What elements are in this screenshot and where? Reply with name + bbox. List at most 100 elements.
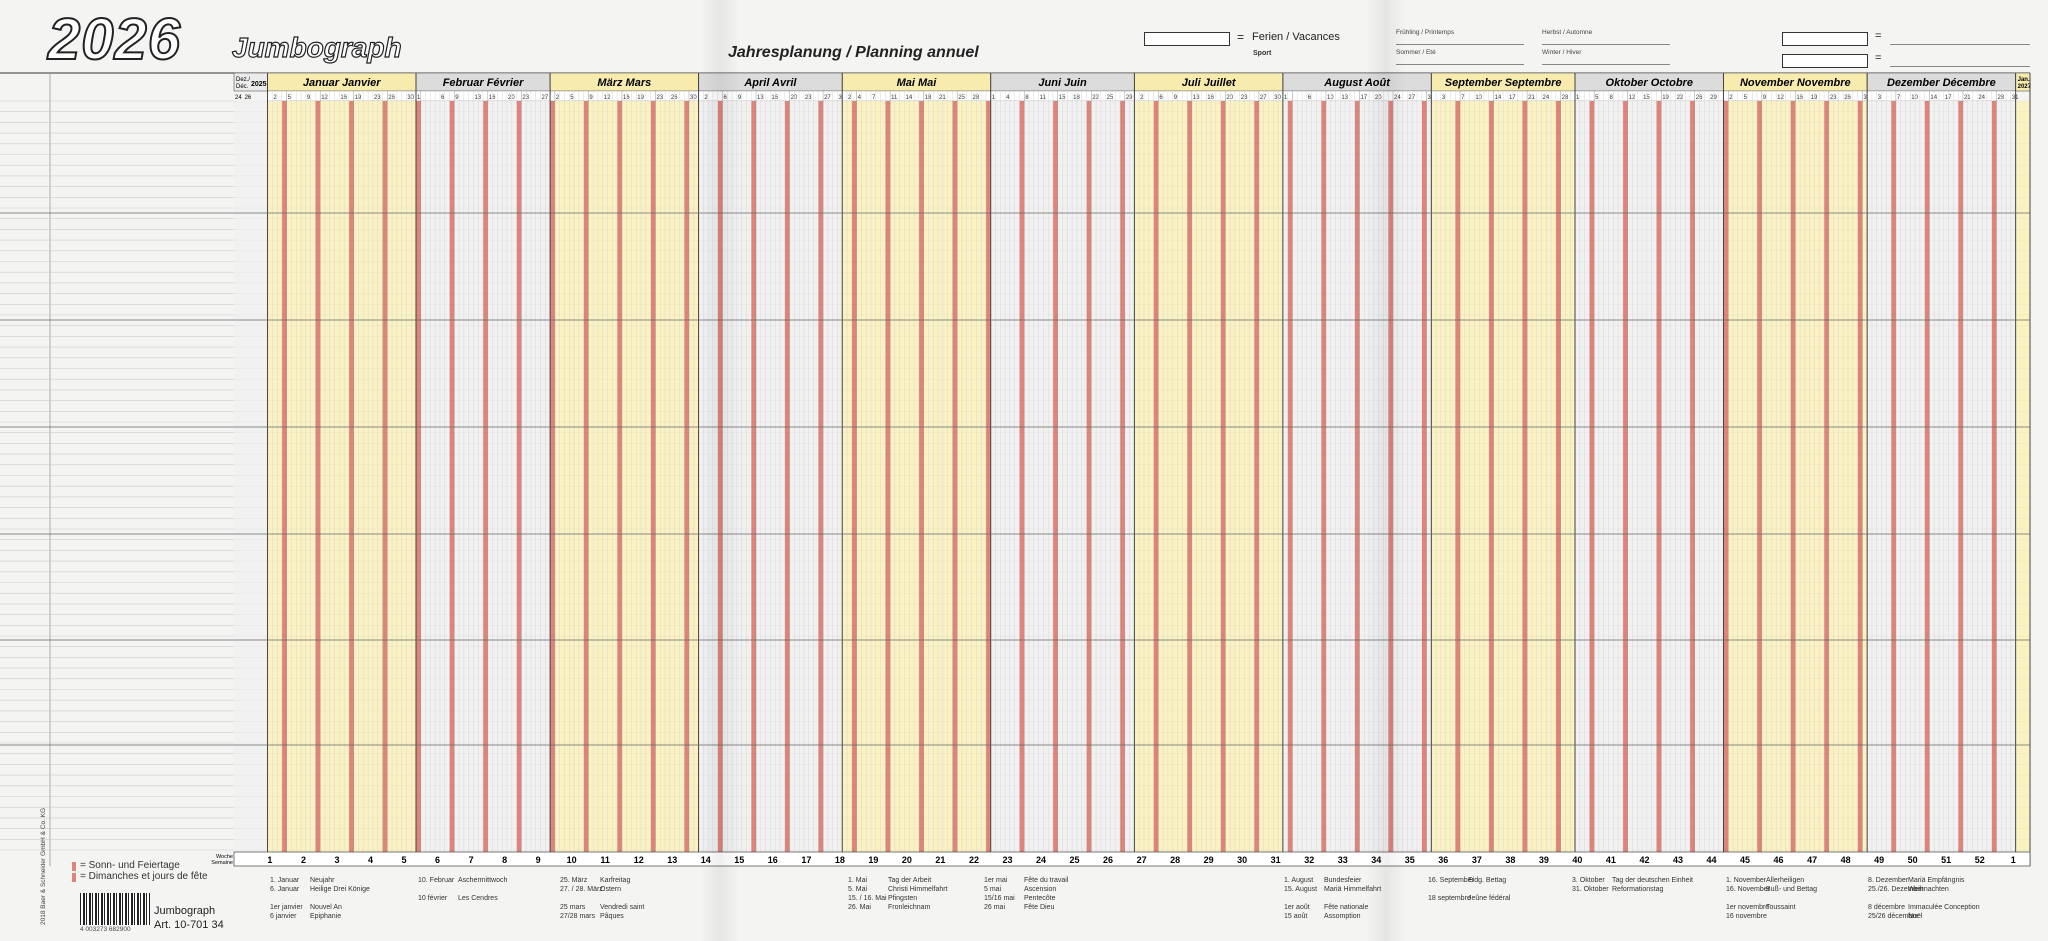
barcode-number: 4 003273 682900 xyxy=(80,926,131,933)
sunday-column xyxy=(1991,101,1997,852)
day-number: 4 xyxy=(1006,95,1010,101)
sunday-column xyxy=(1153,101,1159,852)
sunday-column xyxy=(1857,101,1863,852)
sunday-legend-de: = Sonn- und Feiertage xyxy=(80,860,180,871)
sunday-column xyxy=(382,101,388,852)
sunday-column xyxy=(1891,101,1896,852)
day-number: 1 xyxy=(1284,95,1288,101)
sunday-column xyxy=(1689,101,1695,852)
sunday-column xyxy=(851,101,857,852)
sunday-column xyxy=(617,101,622,852)
custom-legend-equals-2: = xyxy=(1875,52,1882,64)
holiday-dates: 1. August 15. August 1er août 15 août xyxy=(1284,877,1318,920)
holiday-names: Aschermittwoch Les Cendres xyxy=(458,877,508,902)
holiday-dates: 1. November 16. November 1er novembre 16 n… xyxy=(1726,877,1770,920)
custom-legend-box-2[interactable] xyxy=(1782,54,1868,68)
week-number: 38 xyxy=(1505,855,1515,865)
month-label: März Mars xyxy=(597,77,651,89)
month-label: Oktober Octobre xyxy=(1606,77,1693,89)
sunday-column xyxy=(315,101,321,852)
jan-2027-label: Jan. xyxy=(2018,77,2030,83)
holiday-dates: 8. Dezember 25./26. Dezember 8 décembre 25… xyxy=(1868,877,1924,920)
day-number: 1 xyxy=(992,95,996,101)
week-number: 27 xyxy=(1137,855,1147,865)
week-number: 10 xyxy=(567,855,577,865)
sunday-column xyxy=(1757,101,1762,852)
holiday-legend-label: Ferien / Vacances xyxy=(1252,31,1340,43)
month-column xyxy=(842,101,991,852)
day-number: 4 xyxy=(858,95,862,101)
dec-2025-label: Dez./ xyxy=(236,77,250,83)
week-number: 13 xyxy=(667,855,677,865)
barcode xyxy=(80,893,150,925)
sunday-column xyxy=(1958,101,1963,852)
sunday-legend-swatch-1 xyxy=(72,862,76,871)
holiday-names: Mariä Empfängnis Weihnachten Immaculée Co… xyxy=(1908,877,1980,920)
week-number: 44 xyxy=(1707,855,1717,865)
sunday-legend-fr: = Dimanches et jours de fête xyxy=(80,871,208,882)
custom-legend-equals-1: = xyxy=(1875,30,1882,42)
week-number: 36 xyxy=(1438,855,1448,865)
sunday-column xyxy=(952,101,958,852)
day-number: 9 xyxy=(589,95,593,101)
week-number: 42 xyxy=(1639,855,1649,865)
sunday-column xyxy=(684,101,689,852)
day-number-row xyxy=(1866,90,2016,102)
day-number: 7 xyxy=(1897,95,1901,101)
week-number: 9 xyxy=(536,855,541,865)
season-summer-line xyxy=(1396,64,1524,65)
day-number: 9 xyxy=(455,95,459,101)
day-number: 9 xyxy=(738,95,742,101)
legend-equals: = xyxy=(1237,30,1245,44)
season-winter: Winter / Hiver xyxy=(1542,49,1582,56)
holiday-dates: 10. Februar 10 février xyxy=(418,877,455,902)
week-number: 16 xyxy=(768,855,778,865)
custom-legend-box-1[interactable] xyxy=(1782,32,1868,46)
holiday-names: Tag der Arbeit Christi Himmelfahrt Pfingst… xyxy=(888,877,948,911)
week-number: 1 xyxy=(267,855,272,865)
day-number: 2 xyxy=(704,95,708,101)
sunday-column xyxy=(1790,101,1796,852)
month-column xyxy=(1575,101,1724,852)
week-number: 15 xyxy=(734,855,744,865)
week-number: 24 xyxy=(1036,855,1046,865)
week-number: 41 xyxy=(1606,855,1616,865)
sunday-column xyxy=(1824,101,1829,852)
day-number: 2 xyxy=(848,95,852,101)
week-number: 49 xyxy=(1874,855,1884,865)
week-number: 25 xyxy=(1070,855,1080,865)
month-label: Januar Janvier xyxy=(303,77,381,89)
week-number: 19 xyxy=(868,855,878,865)
week-number: 43 xyxy=(1673,855,1683,865)
week-number: 45 xyxy=(1740,855,1750,865)
day-number: 9 xyxy=(1763,95,1767,101)
sunday-column xyxy=(449,101,455,852)
week-number: 32 xyxy=(1304,855,1314,865)
day-number: 9 xyxy=(307,95,311,101)
holiday-legend-box[interactable] xyxy=(1144,32,1230,46)
custom-legend-line-1[interactable] xyxy=(1890,44,2030,45)
week-number: 33 xyxy=(1338,855,1348,865)
sunday-column xyxy=(1321,101,1326,852)
custom-legend-line-2[interactable] xyxy=(1890,66,2030,67)
month-label: August Août xyxy=(1323,77,1391,89)
sunday-column xyxy=(1187,101,1192,852)
sunday-column xyxy=(1455,101,1461,852)
day-number: 1 xyxy=(1576,95,1580,101)
month-column xyxy=(550,101,699,852)
sunday-column xyxy=(1287,101,1293,852)
sunday-column xyxy=(1086,101,1092,852)
sunday-column xyxy=(1522,101,1528,852)
sunday-column xyxy=(483,101,488,852)
holiday-dates: 3. Oktober 31. Oktober xyxy=(1572,877,1609,893)
dec-2025-label-fr: Déc. xyxy=(236,84,249,90)
month-label: April Avril xyxy=(743,77,797,89)
sunday-column xyxy=(1656,101,1662,852)
day-number: 8 xyxy=(1610,95,1614,101)
sunday-column xyxy=(1354,101,1360,852)
week-number: 48 xyxy=(1841,855,1851,865)
week-number: 22 xyxy=(969,855,979,865)
season-spring: Frühling / Printemps xyxy=(1396,29,1455,36)
sunday-column xyxy=(1052,101,1058,852)
